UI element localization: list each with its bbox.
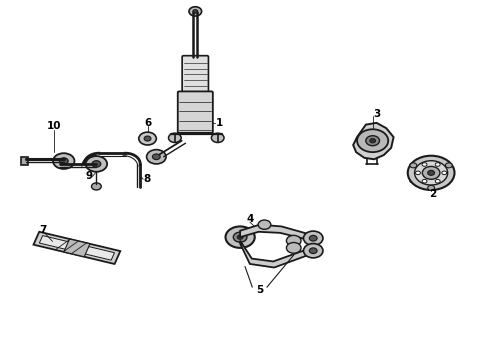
Circle shape: [86, 156, 107, 172]
Circle shape: [147, 150, 166, 164]
Circle shape: [422, 163, 427, 166]
Circle shape: [59, 158, 68, 164]
Circle shape: [366, 136, 379, 146]
Polygon shape: [240, 241, 313, 267]
Text: 1: 1: [216, 118, 223, 128]
Circle shape: [225, 226, 255, 248]
Text: 9: 9: [86, 171, 93, 181]
Circle shape: [445, 163, 452, 168]
Polygon shape: [353, 123, 393, 159]
Circle shape: [233, 232, 247, 242]
Text: 10: 10: [47, 121, 61, 131]
Circle shape: [422, 166, 440, 179]
Circle shape: [169, 133, 181, 143]
Polygon shape: [39, 235, 115, 260]
Circle shape: [435, 163, 440, 166]
Circle shape: [152, 154, 160, 159]
Text: 8: 8: [143, 174, 150, 184]
Circle shape: [309, 248, 317, 253]
Circle shape: [139, 132, 156, 145]
Text: 4: 4: [246, 214, 253, 224]
Circle shape: [410, 163, 417, 168]
Circle shape: [357, 129, 388, 152]
Circle shape: [189, 7, 202, 16]
Polygon shape: [64, 239, 90, 257]
Circle shape: [442, 171, 447, 175]
Polygon shape: [408, 160, 452, 185]
Polygon shape: [33, 232, 121, 264]
FancyBboxPatch shape: [182, 56, 208, 94]
Circle shape: [309, 235, 317, 241]
Circle shape: [416, 171, 420, 175]
Circle shape: [92, 183, 101, 190]
Circle shape: [287, 243, 301, 253]
Polygon shape: [240, 225, 313, 241]
FancyBboxPatch shape: [178, 91, 213, 133]
Text: 7: 7: [39, 225, 47, 235]
Polygon shape: [21, 157, 28, 165]
Circle shape: [408, 156, 455, 190]
Text: 3: 3: [373, 109, 380, 119]
Text: 2: 2: [429, 189, 436, 199]
Circle shape: [237, 235, 243, 239]
Circle shape: [303, 231, 323, 246]
Circle shape: [303, 244, 323, 258]
Circle shape: [435, 179, 440, 183]
Circle shape: [422, 179, 427, 183]
Circle shape: [287, 235, 301, 246]
Text: 5: 5: [256, 285, 263, 295]
Circle shape: [428, 170, 435, 175]
Text: 6: 6: [144, 118, 151, 128]
Circle shape: [258, 220, 271, 229]
Circle shape: [370, 139, 375, 143]
Circle shape: [144, 136, 151, 141]
Circle shape: [415, 161, 448, 185]
Circle shape: [53, 153, 74, 169]
Circle shape: [428, 185, 435, 190]
Circle shape: [211, 133, 224, 143]
Circle shape: [92, 161, 101, 167]
Circle shape: [193, 10, 198, 13]
